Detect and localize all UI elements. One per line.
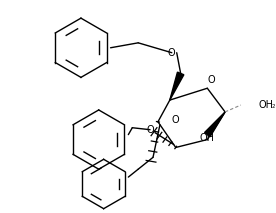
Text: OH: OH	[200, 133, 215, 142]
Text: O: O	[146, 125, 154, 135]
Text: OH: OH	[259, 100, 274, 110]
Text: O: O	[208, 75, 215, 85]
Polygon shape	[205, 112, 225, 137]
Polygon shape	[170, 72, 184, 100]
Text: O: O	[168, 48, 176, 58]
Text: $_2$: $_2$	[272, 102, 276, 111]
Text: O: O	[172, 115, 179, 125]
